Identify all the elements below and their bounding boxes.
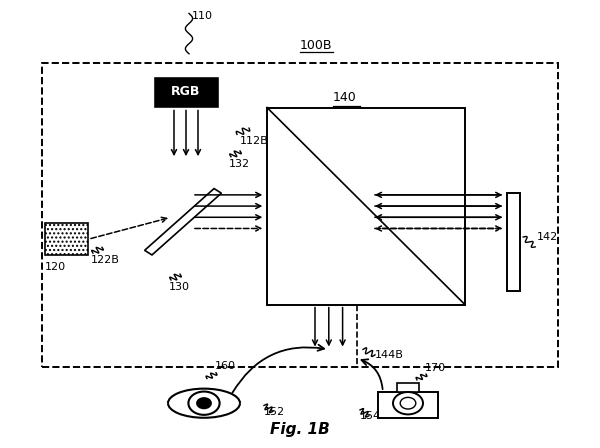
Polygon shape [145, 189, 221, 255]
Text: 120: 120 [45, 262, 66, 272]
Bar [397, 383, 419, 392]
Text: 170: 170 [425, 363, 446, 373]
Bar [153, 76, 219, 108]
Bar [507, 193, 520, 291]
Text: Fig. 1B: Fig. 1B [270, 422, 330, 437]
Text: 130: 130 [169, 282, 190, 292]
Bar [378, 392, 438, 418]
Bar [267, 108, 465, 305]
Text: 122B: 122B [91, 255, 120, 265]
Text: 142: 142 [537, 232, 558, 242]
Circle shape [197, 398, 211, 409]
Text: 100B: 100B [300, 39, 332, 52]
Text: RGB: RGB [172, 85, 200, 99]
Text: 132: 132 [229, 159, 250, 168]
Text: 160: 160 [215, 361, 236, 371]
Text: 152: 152 [264, 407, 285, 417]
Bar [45, 223, 88, 255]
Text: 110: 110 [192, 11, 213, 21]
Text: 140: 140 [333, 91, 357, 104]
Bar [42, 63, 558, 367]
Text: 112B: 112B [240, 136, 269, 146]
Text: 154: 154 [360, 411, 381, 421]
Text: 144B: 144B [375, 350, 404, 360]
